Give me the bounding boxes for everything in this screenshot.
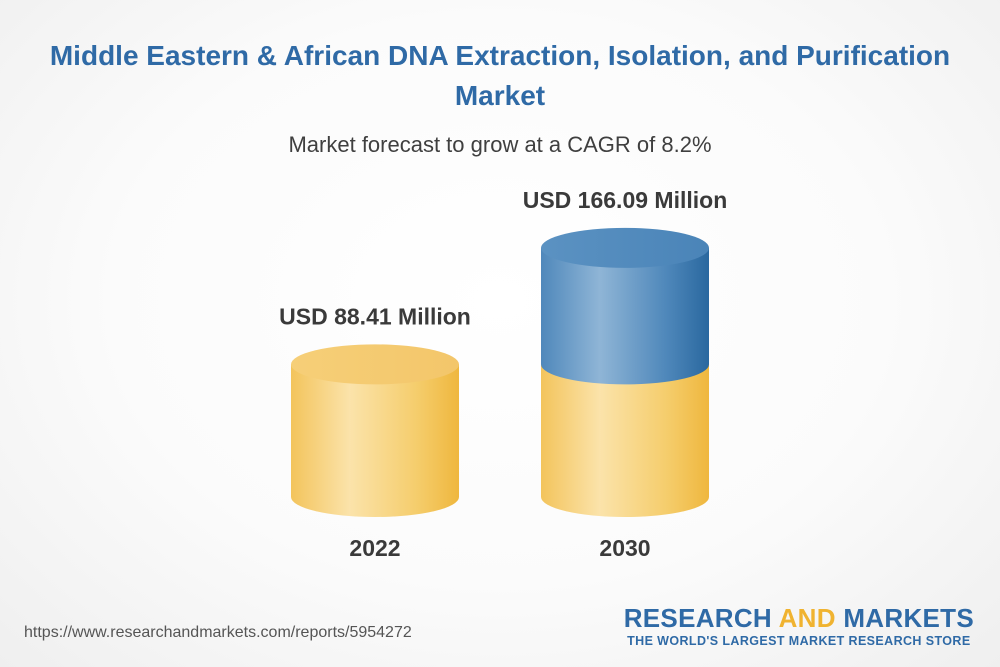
bar-2022: [291, 344, 459, 517]
brand-logo[interactable]: RESEARCH AND MARKETS THE WORLD'S LARGEST…: [624, 604, 974, 648]
bar-segment-growth: [541, 227, 709, 385]
value-label: USD 166.09 Million: [523, 187, 728, 213]
chart-title: Middle Eastern & African DNA Extraction,…: [49, 40, 951, 111]
report-url-link[interactable]: https://www.researchandmarkets.com/repor…: [24, 624, 412, 641]
chart-subtitle: Market forecast to grow at a CAGR of 8.2…: [288, 132, 712, 157]
bar-2030: [541, 227, 709, 517]
category-label: 2022: [349, 535, 400, 561]
value-label: USD 88.41 Million: [279, 303, 471, 329]
category-label: 2030: [599, 535, 650, 561]
bar-segment-base: [291, 344, 459, 517]
bar-segment-base: [541, 364, 709, 517]
brand-tagline: THE WORLD'S LARGEST MARKET RESEARCH STOR…: [627, 634, 971, 648]
brand-name: RESEARCH AND MARKETS: [623, 603, 974, 633]
